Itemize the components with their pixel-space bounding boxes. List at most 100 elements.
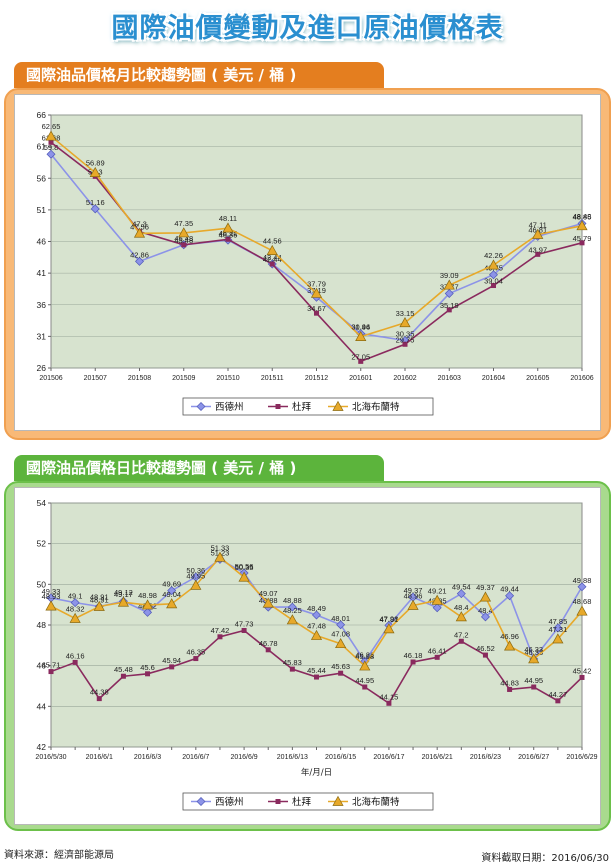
y-tick-label: 31 [37,331,47,341]
data-label-wti: 42.86 [130,250,149,259]
monthly-chart-box: 26 31 36 41 46 51 56 61 66 201506 201507 201508 2015… [14,94,601,431]
data-label-brent: 49.21 [428,586,447,595]
data-label-brent: 47.3 [132,219,147,228]
data-point-wti [143,607,153,617]
data-label-wti: 31.44 [351,323,370,332]
legend-label-brent: 北海布蘭特 [352,401,400,413]
data-label-wti: 48.49 [307,604,326,613]
data-label-brent: 48.11 [219,214,237,223]
x-tick-label: 201511 [261,375,284,382]
data-point-brent [262,597,274,608]
data-point-dubai [446,307,452,313]
data-point-brent [359,660,371,671]
data-label-brent: 47.48 [307,622,326,631]
data-point-dubai [225,236,231,242]
data-point-dubai [169,664,175,670]
data-label-wti: 30.35 [396,329,415,338]
data-label-wti: 59.8 [44,143,59,152]
data-point-dubai [555,698,561,704]
data-point-brent [407,599,419,610]
data-label-dubai: 29.75 [396,335,415,344]
data-label-dubai: 45.79 [573,234,592,243]
data-point-dubai [579,674,585,680]
data-label-brent: 56.89 [86,159,105,168]
x-tick-label: 201605 [526,375,549,382]
y-tick-label: 46 [37,237,47,247]
data-label-dubai: 45.44 [307,666,326,675]
x-tick-label: 201512 [305,375,328,382]
data-label-dubai: 45.48 [174,236,193,245]
data-label-brent: 49.95 [186,571,205,580]
data-point-wti [444,289,454,299]
data-label-brent: 47.81 [380,615,399,624]
y-tick-label: 48 [37,620,47,630]
data-point-brent [335,637,347,649]
data-label-dubai: 46.35 [219,230,238,239]
data-label-dubai: 45.63 [331,662,350,671]
data-label-brent: 42.26 [484,251,503,260]
data-point-wti [336,620,346,630]
data-point-brent [479,591,492,602]
data-label-dubai: 46.35 [186,648,205,657]
data-label-wti: 48.4 [478,606,493,615]
daily-section-header: 國際油品價格日比較趨勢圖 ( 美元 / 桶 ) [14,455,384,481]
x-tick-label: 2016/6/13 [277,754,308,761]
data-point-dubai [241,627,247,633]
data-label-brent: 48.32 [66,604,85,613]
data-label-brent: 48.93 [42,592,61,601]
data-label-wti: 49.54 [452,583,471,592]
data-point-brent [576,220,588,231]
legend-marker-dubai [275,404,281,409]
data-point-wti [312,610,321,620]
data-label-dubai: 43.97 [528,245,547,254]
data-label-brent: 47.35 [174,219,193,228]
data-label-wti: 48.85 [573,212,592,221]
data-point-dubai [531,684,537,690]
data-label-wti: 49.17 [114,590,133,599]
data-point-dubai [72,659,78,665]
data-point-brent [310,287,323,298]
data-point-wti [480,612,490,622]
data-label-brent: 47.11 [529,220,547,229]
data-label-dubai: 45.94 [162,656,181,665]
x-tick-label: 201602 [393,375,416,382]
data-label-dubai: 35.19 [440,301,459,310]
legend-marker-brent [332,400,344,411]
data-label-dubai: 44.83 [500,678,519,687]
data-point-dubai [269,261,275,267]
daily-chart-box: 42 44 46 48 50 52 54 2016/5/30 2016/6/1 2016/6/3 2… [14,487,601,825]
y-tick-label: 26 [37,363,47,373]
data-label-wti: 49.69 [162,580,181,589]
data-label-dubai: 34.67 [307,304,326,313]
y-tick-label: 54 [37,498,47,508]
data-label-wti: 46.21 [355,650,374,659]
data-point-wti [135,256,144,266]
data-point-brent [528,653,540,664]
legend: 西德州 杜拜 北海布蘭特 [182,397,434,416]
legend-label-wti: 西德州 [215,401,244,413]
data-label-dubai: 45.42 [573,666,592,675]
data-label-wti: 49.88 [573,576,592,585]
data-point-wti [46,149,56,159]
capture-date: 資料截取日期：2016/06/30 [481,853,609,864]
legend-marker-brent [332,795,344,806]
data-point-wti [70,598,80,608]
data-point-wti [553,623,563,633]
data-point-dubai [410,659,416,665]
data-label-brent: 48.98 [138,591,157,600]
data-point-wti [577,582,587,592]
series-dubai: 45.71 46.16 44.38 45.48 45.6 45.94 46.35 47.42 4… [42,619,592,706]
x-tick-label: 2016/6/9 [230,754,257,761]
y-tick-label: 61 [37,142,47,152]
y-tick-label: 41 [37,268,47,278]
data-point-dubai [579,240,585,246]
x-tick-label: 201603 [438,375,461,382]
legend-box [182,792,434,811]
data-label-brent: 48.25 [283,606,302,615]
data-point-brent [190,579,202,590]
data-point-brent [310,629,323,640]
data-label-dubai: 44.27 [548,690,567,699]
monthly-section-header: 國際油品價格月比較趨勢圖 ( 美元 / 桶 ) [14,62,384,88]
data-label-brent: 46.96 [500,632,519,641]
data-point-dubai [48,139,54,145]
